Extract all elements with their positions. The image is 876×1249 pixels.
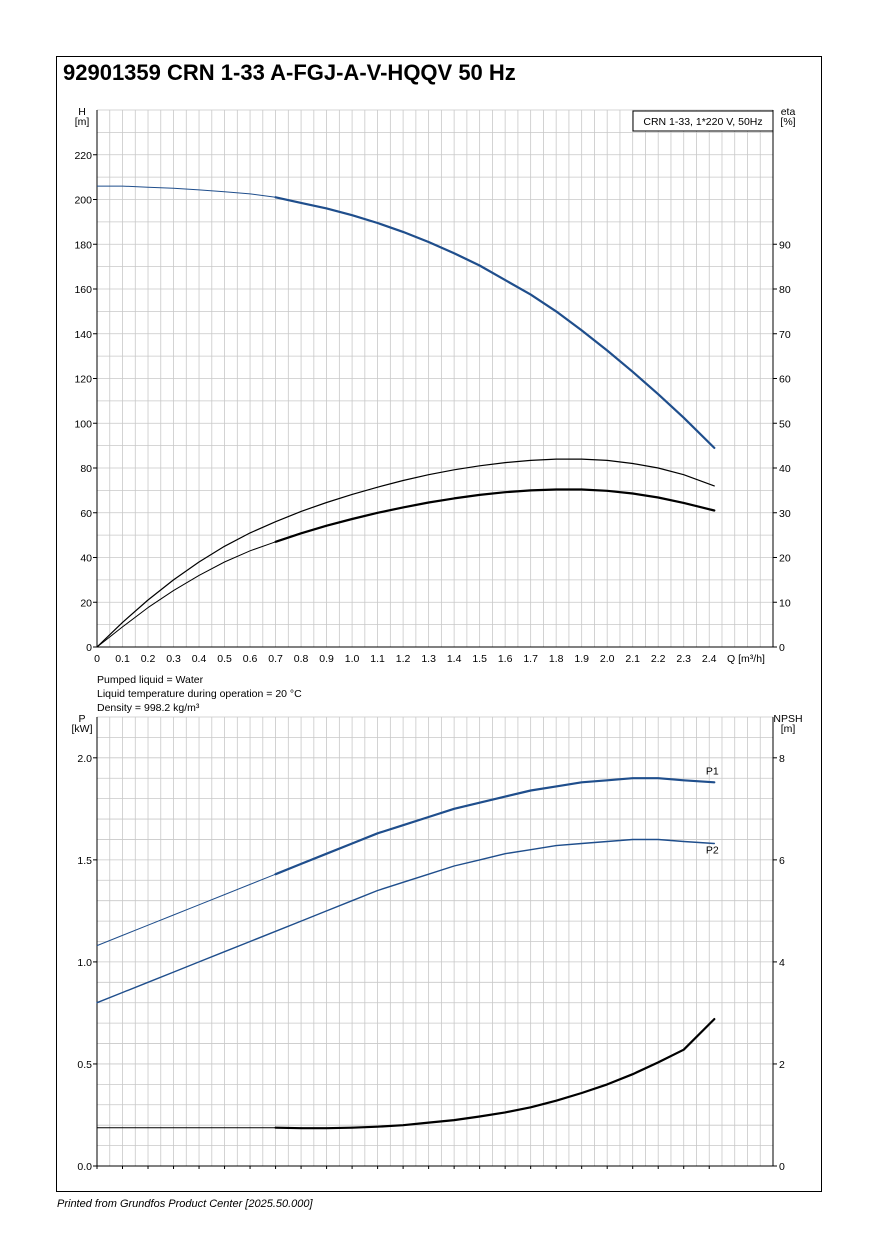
x-tick-label: 0.7 (268, 653, 283, 665)
x-tick-label: 0.2 (141, 653, 156, 665)
series-line-p2 (96, 838, 715, 1004)
legend-box (632, 110, 774, 132)
x-tick-label: 1.0 (345, 653, 360, 665)
series-line-npsh (274, 1018, 716, 1130)
page-frame (56, 56, 822, 1192)
head-efficiency-chart: 0 20 40 60 80 100 120 140 160 180 200 220 0 10 20 30 40 5… (74, 106, 795, 665)
liquid-info-line-2: Liquid temperature during operation = 20… (97, 688, 302, 700)
series-line-p1-extended (96, 873, 276, 947)
y-tick-label-left: 0 (86, 642, 92, 654)
series-line-curve-0-extended (97, 185, 276, 198)
x-tick-label: 2.1 (625, 653, 640, 665)
y-tick-label-right: 6 (779, 855, 785, 867)
y-tick-label-left: 60 (80, 508, 92, 520)
x-tick-label: 0 (94, 653, 100, 665)
y-axis-unit-right: [m] (781, 723, 796, 735)
y-tick-label-right: 8 (779, 753, 785, 765)
y-tick-label-left: 220 (74, 150, 92, 162)
y-tick-label-left: 100 (74, 418, 92, 430)
y-axis-unit-left: [m] (75, 116, 90, 128)
series-line-curve-0 (274, 196, 716, 449)
x-tick-label: 1.5 (472, 653, 487, 665)
x-tick-label: 1.7 (523, 653, 538, 665)
y-tick-label-right: 40 (779, 463, 791, 475)
y-tick-label-right: 60 (779, 374, 791, 386)
page-title: 92901359 CRN 1-33 A-FGJ-A-V-HQQV 50 Hz (63, 60, 516, 85)
liquid-info-line-3: Density = 998.2 kg/m³ (97, 702, 200, 714)
y-tick-label-right: 30 (779, 508, 791, 520)
x-tick-label: 2.4 (702, 653, 717, 665)
x-tick-label: 2.3 (676, 653, 691, 665)
y-tick-label-left: 200 (74, 195, 92, 207)
y-tick-label-left: 40 (80, 553, 92, 565)
series-line-curve-2 (274, 488, 716, 543)
y-axis-unit-right: [%] (780, 116, 795, 128)
series-label-p1: P1 (706, 765, 719, 777)
y-tick-label-left: 1.0 (77, 957, 92, 969)
footer-note: Printed from Grundfos Product Center [20… (57, 1198, 313, 1210)
x-tick-label: 0.3 (166, 653, 181, 665)
series-line-p1 (274, 777, 716, 876)
x-tick-label: 1.3 (421, 653, 436, 665)
y-tick-label-left: 160 (74, 284, 92, 296)
y-tick-label-left: 1.5 (77, 855, 92, 867)
y-tick-label-left: 80 (80, 463, 92, 475)
x-tick-label: 0.9 (319, 653, 334, 665)
y-tick-label-right: 2 (779, 1059, 785, 1071)
y-tick-label-left: 0.0 (77, 1161, 92, 1173)
y-tick-label-left: 2.0 (77, 753, 92, 765)
y-tick-label-right: 4 (779, 957, 785, 969)
x-axis-label: Q [m³/h] (727, 653, 765, 665)
x-tick-label: 0.6 (243, 653, 258, 665)
x-tick-label: 0.1 (115, 653, 130, 665)
y-tick-label-left: 0.5 (77, 1059, 92, 1071)
y-tick-label-left: 20 (80, 597, 92, 609)
liquid-info-line-1: Pumped liquid = Water (97, 674, 204, 686)
x-tick-label: 1.1 (370, 653, 385, 665)
y-tick-label-left: 120 (74, 374, 92, 386)
power-npsh-chart: 0.0 0.5 1.0 1.5 2.0 0 2 4 6 8 P[kW] NPSH[m] P1 P2 (72, 713, 803, 1173)
y-tick-label-right: 80 (779, 284, 791, 296)
y-tick-label-left: 140 (74, 329, 92, 341)
legend-label: CRN 1-33, 1*220 V, 50Hz (643, 116, 762, 128)
x-tick-label: 0.8 (294, 653, 309, 665)
x-tick-label: 0.4 (192, 653, 207, 665)
x-tick-label: 1.4 (447, 653, 462, 665)
x-tick-label: 2.2 (651, 653, 666, 665)
x-tick-label: 1.6 (498, 653, 513, 665)
x-tick-label: 1.2 (396, 653, 411, 665)
series-line-curve-2-extended (96, 541, 276, 648)
y-tick-label-left: 180 (74, 239, 92, 251)
y-axis-unit-left: [kW] (72, 723, 93, 735)
y-axis-label-left: H (78, 106, 86, 118)
y-tick-label-right: 90 (779, 239, 791, 251)
x-tick-label: 1.9 (574, 653, 589, 665)
y-tick-label-right: 20 (779, 553, 791, 565)
x-tick-label: 0.5 (217, 653, 232, 665)
y-axis-label-right: NPSH (773, 713, 802, 725)
series-line-curve-1 (96, 458, 715, 648)
y-axis-label-left: P (78, 713, 85, 725)
y-tick-label-right: 10 (779, 597, 791, 609)
y-axis-label-right: eta (781, 106, 796, 118)
y-tick-label-right: 70 (779, 329, 791, 341)
x-tick-label: 1.8 (549, 653, 564, 665)
y-tick-label-right: 0 (779, 642, 785, 654)
x-tick-label: 2.0 (600, 653, 615, 665)
y-tick-label-right: 50 (779, 418, 791, 430)
y-tick-label-right: 0 (779, 1161, 785, 1173)
series-label-p2: P2 (706, 845, 719, 857)
